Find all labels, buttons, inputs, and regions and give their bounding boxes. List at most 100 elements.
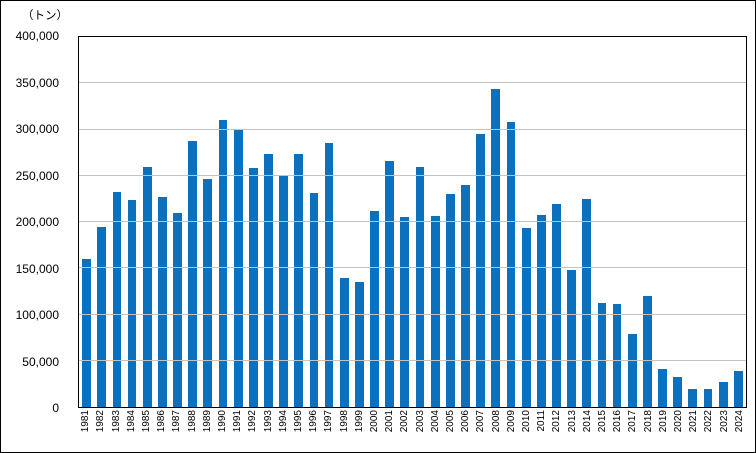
bar-slot — [140, 37, 155, 407]
bar-series — [79, 37, 746, 407]
bar-1991 — [233, 129, 243, 407]
x-tick-label: 1989 — [201, 410, 213, 433]
gridline — [79, 313, 746, 315]
x-tick-slot: 2024 — [732, 410, 747, 452]
x-tick-label: 2018 — [642, 410, 654, 433]
x-tick-slot: 2000 — [367, 410, 382, 452]
gridline — [79, 82, 746, 84]
y-tick-label: 350,000 — [15, 75, 59, 90]
x-tick-slot: 1985 — [139, 410, 154, 452]
bar-slot — [488, 37, 503, 407]
x-tick-label: 2016 — [612, 410, 624, 433]
x-tick-label: 2012 — [551, 410, 563, 433]
x-tick-slot: 2007 — [473, 410, 488, 452]
x-tick-label: 2011 — [536, 410, 548, 432]
x-tick-label: 2015 — [597, 410, 608, 433]
x-tick-label: 1998 — [338, 410, 350, 433]
x-tick-label: 1991 — [232, 410, 244, 433]
x-tick-slot: 2009 — [504, 410, 519, 452]
bar-slot — [579, 37, 594, 407]
x-tick-slot: 2023 — [717, 410, 732, 452]
bar-slot — [473, 37, 488, 407]
x-tick-slot: 1984 — [124, 410, 139, 452]
bar-2003 — [415, 166, 425, 407]
x-tick-label: 2007 — [475, 410, 487, 433]
bar-slot — [458, 37, 473, 407]
bar-2000 — [370, 210, 379, 407]
y-tick-label: 250,000 — [15, 168, 59, 183]
x-tick-slot: 1991 — [230, 410, 245, 452]
bar-2015 — [597, 303, 607, 407]
bar-slot — [352, 37, 367, 407]
bar-slot — [655, 37, 670, 407]
x-tick-slot: 2003 — [412, 410, 427, 452]
x-tick-label: 1984 — [125, 410, 137, 433]
bar-1990 — [218, 120, 228, 407]
bar-slot — [685, 37, 700, 407]
bar-slot — [367, 37, 382, 407]
x-tick-slot: 2020 — [671, 410, 686, 452]
bar-1993 — [264, 154, 273, 407]
bar-slot — [640, 37, 655, 407]
x-tick-label: 1996 — [308, 410, 320, 433]
x-tick-slot: 2014 — [580, 410, 595, 452]
x-tick-slot: 1994 — [276, 410, 291, 452]
x-tick-label: 2003 — [414, 410, 426, 433]
x-tick-label: 2000 — [368, 410, 380, 433]
bar-1992 — [248, 168, 258, 407]
x-tick-slot: 2005 — [443, 410, 458, 452]
x-tick-slot: 1999 — [352, 410, 367, 452]
x-tick-label: 1993 — [262, 410, 274, 433]
x-tick-label: 1997 — [323, 410, 335, 433]
x-tick-label: 2010 — [520, 410, 532, 433]
x-tick-label: 1985 — [140, 410, 152, 433]
x-tick-slot: 2016 — [610, 410, 625, 452]
bar-2006 — [461, 185, 470, 407]
x-tick-label: 2013 — [566, 410, 578, 433]
bar-2011 — [536, 214, 546, 407]
x-tick-label: 2001 — [384, 410, 396, 433]
bar-1994 — [279, 175, 288, 407]
bar-2009 — [506, 122, 516, 407]
bar-2004 — [430, 216, 440, 407]
bar-2023 — [718, 382, 728, 407]
bar-2008 — [491, 88, 501, 407]
bar-slot — [382, 37, 397, 407]
bar-slot — [534, 37, 549, 407]
bar-slot — [215, 37, 230, 407]
x-tick-label: 2002 — [399, 410, 411, 433]
bar-slot — [503, 37, 518, 407]
bar-1987 — [173, 212, 182, 407]
bar-slot — [306, 37, 321, 407]
bar-2021 — [688, 388, 698, 407]
bar-1997 — [324, 143, 334, 407]
bar-1983 — [112, 192, 122, 407]
x-tick-slot: 2022 — [701, 410, 716, 452]
bar-slot — [397, 37, 412, 407]
x-tick-slot: 2010 — [519, 410, 534, 452]
bar-2016 — [612, 304, 622, 407]
bar-1988 — [188, 140, 198, 407]
x-tick-slot: 2006 — [458, 410, 473, 452]
bar-slot — [519, 37, 534, 407]
x-tick-slot: 1988 — [184, 410, 199, 452]
y-tick-label: 400,000 — [15, 29, 59, 43]
x-tick-slot: 2013 — [565, 410, 580, 452]
bar-slot — [700, 37, 715, 407]
x-tick-slot: 1983 — [108, 410, 123, 452]
x-tick-slot: 2011 — [534, 410, 549, 452]
y-tick-label: 300,000 — [15, 122, 59, 136]
bar-1982 — [97, 226, 107, 407]
bar-2010 — [521, 227, 531, 407]
bar-2005 — [445, 194, 455, 407]
bar-1981 — [82, 259, 91, 407]
x-tick-label: 1992 — [247, 410, 259, 433]
gridline — [79, 174, 746, 176]
y-tick-label: 50,000 — [22, 354, 59, 369]
gridline — [79, 267, 746, 269]
bar-slot — [716, 37, 731, 407]
bar-slot — [609, 37, 624, 407]
x-tick-label: 2014 — [581, 410, 593, 433]
bar-slot — [261, 37, 276, 407]
